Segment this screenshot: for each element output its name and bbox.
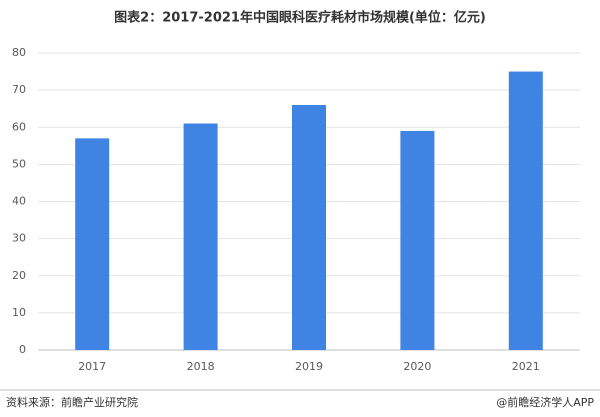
y-tick-label: 0 xyxy=(19,343,26,356)
y-tick-label: 80 xyxy=(12,46,26,59)
x-tick-label: 2017 xyxy=(78,360,106,373)
chart-title: 图表2：2017-2021年中国眼科医疗耗材市场规模(单位：亿元) xyxy=(114,10,486,26)
y-tick-label: 70 xyxy=(12,83,26,96)
y-tick-label: 50 xyxy=(12,157,26,170)
y-tick-label: 10 xyxy=(12,306,26,319)
bar xyxy=(75,138,110,350)
y-tick-label: 60 xyxy=(12,120,26,133)
bar xyxy=(508,71,543,350)
x-tick-label: 2021 xyxy=(512,360,540,373)
y-tick-label: 30 xyxy=(12,232,26,245)
y-tick-label: 20 xyxy=(12,269,26,282)
bar xyxy=(292,104,326,350)
bar xyxy=(183,123,218,350)
y-tick-label: 40 xyxy=(12,195,26,208)
x-tick-label: 2019 xyxy=(295,360,323,373)
bar xyxy=(400,130,435,350)
x-tick-label: 2020 xyxy=(403,360,431,373)
credit: @前瞻经济学人APP xyxy=(496,395,594,409)
source: 资料来源：前瞻产业研究院 xyxy=(6,395,138,409)
x-tick-label: 2018 xyxy=(187,360,215,373)
